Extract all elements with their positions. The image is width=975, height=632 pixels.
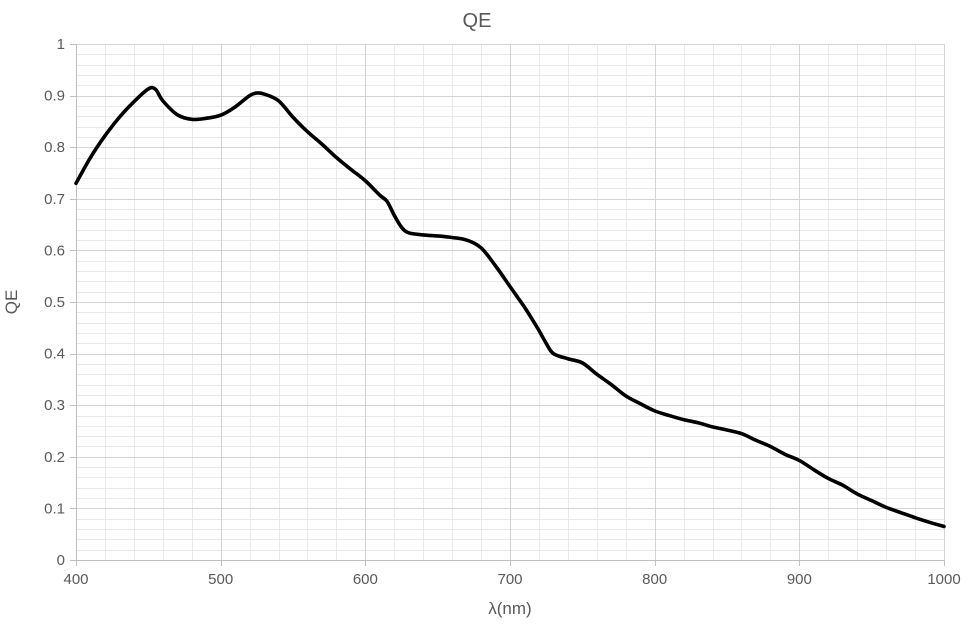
x-tick-label: 800 (642, 571, 667, 588)
y-tick-label: 0.2 (44, 449, 65, 466)
x-tick-label: 600 (353, 571, 378, 588)
x-tick-label: 1000 (927, 571, 960, 588)
y-tick-label: 1 (57, 36, 65, 53)
major-gridlines (76, 44, 945, 560)
tick-marks (70, 44, 945, 566)
y-axis-tick-labels: 0 0.1 0.2 0.3 0.4 0.5 0.6 0.7 0.8 0.9 1 (44, 36, 65, 569)
y-tick-label: 0.1 (44, 500, 65, 517)
x-tick-label: 900 (787, 571, 812, 588)
y-tick-label: 0.9 (44, 88, 65, 105)
y-tick-label: 0.3 (44, 397, 65, 414)
x-tick-label: 400 (63, 571, 88, 588)
qe-curve-line (74, 85, 946, 529)
x-axis-tick-labels: 400 500 600 700 800 900 1000 (63, 571, 960, 588)
y-tick-label: 0.4 (44, 346, 65, 363)
x-tick-label: 500 (208, 571, 233, 588)
y-tick-label: 0.7 (44, 191, 65, 208)
x-axis-title: λ(nm) (488, 599, 531, 618)
y-axis-title: QE (2, 290, 21, 315)
y-tick-label: 0.8 (44, 139, 65, 156)
y-tick-label: 0 (57, 552, 65, 569)
y-tick-label: 0.5 (44, 294, 65, 311)
y-tick-label: 0.6 (44, 242, 65, 259)
chart-title: QE (463, 10, 492, 32)
x-tick-label: 700 (497, 571, 522, 588)
